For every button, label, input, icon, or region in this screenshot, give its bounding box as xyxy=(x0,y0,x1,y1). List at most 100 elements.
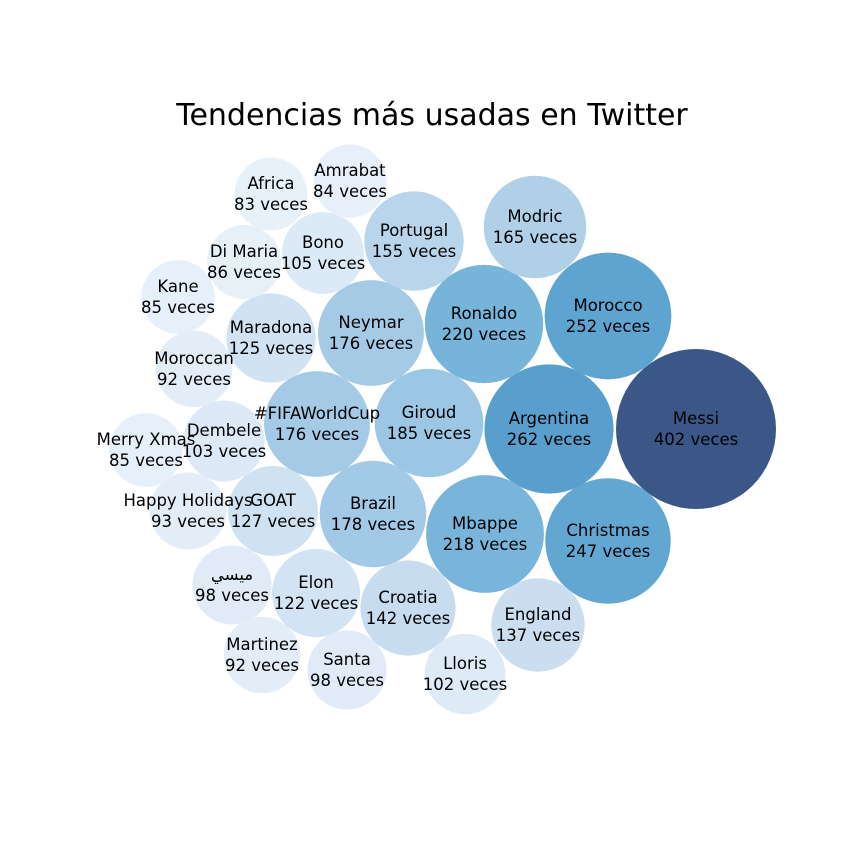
bubble-label: Brazil xyxy=(350,494,396,513)
bubble-label-group: GOAT 127 veces xyxy=(231,491,315,531)
bubble-count: 220 veces xyxy=(442,325,526,344)
bubble-label-group: Di Maria 86 veces xyxy=(207,242,281,282)
bubble-count: 125 veces xyxy=(229,339,313,358)
bubble-label: Mbappe xyxy=(452,514,518,533)
bubble-label-group: Amrabat 84 veces xyxy=(313,161,387,201)
bubble-label: Amrabat xyxy=(314,161,386,180)
bubble-label: Maradona xyxy=(230,318,312,337)
bubble-morocco xyxy=(544,252,672,380)
bubble-label-group: Santa 98 veces xyxy=(310,650,384,690)
bubble-count: 86 veces xyxy=(207,263,281,282)
bubble-label: Morocco xyxy=(573,296,642,315)
bubble-di-maria xyxy=(206,224,282,300)
bubble-label-group: #FIFAWorldCup 176 veces xyxy=(254,404,380,444)
bubble-count: 176 veces xyxy=(329,334,413,353)
bubble-label: Christmas xyxy=(566,521,649,540)
bubble-count: 176 veces xyxy=(275,425,359,444)
bubble-label-group: Morocco 252 veces xyxy=(566,296,650,336)
bubble-argentina xyxy=(484,364,614,494)
bubble-count: 85 veces xyxy=(109,451,183,470)
bubble-label-group: England 137 veces xyxy=(496,605,580,645)
bubble-label-group: Moroccan 92 veces xyxy=(154,349,234,389)
bubble-brazil xyxy=(319,460,427,568)
bubble-modric xyxy=(483,175,587,279)
bubble-count: 127 veces xyxy=(231,512,315,531)
bubble-mbappe xyxy=(426,475,544,593)
bubble-happy-holidays xyxy=(149,472,227,550)
bubble-santa xyxy=(307,630,387,710)
bubble-label-group: Ronaldo 220 veces xyxy=(442,304,526,344)
bubble-label: Moroccan xyxy=(154,349,234,368)
bubble-lloris xyxy=(424,633,506,715)
bubble-count: 178 veces xyxy=(331,515,415,534)
bubble-goat xyxy=(228,466,318,556)
bubble-martinez xyxy=(223,616,301,694)
bubble-count: 92 veces xyxy=(225,656,299,675)
bubble-label-group: Giroud 185 veces xyxy=(387,403,471,443)
bubble-count: 102 veces xyxy=(423,675,507,694)
bubble-count: 105 veces xyxy=(281,254,365,273)
bubble-label-group: Portugal 155 veces xyxy=(372,221,456,261)
bubble-label-group: Lloris 102 veces xyxy=(423,654,507,694)
bubble-count: 142 veces xyxy=(366,609,450,628)
bubble-count: 155 veces xyxy=(372,242,456,261)
bubble-label: Kane xyxy=(157,277,198,296)
bubble-africa xyxy=(234,157,308,231)
bubble-messi xyxy=(616,349,776,509)
bubble-label: Portugal xyxy=(380,221,448,240)
bubble-kane xyxy=(141,260,215,334)
bubble-merry-xmas xyxy=(109,413,183,487)
bubble-label: Bono xyxy=(302,233,344,252)
bubble-giroud xyxy=(374,368,484,478)
bubble-label: Modric xyxy=(507,207,562,226)
bubble-label-group: Brazil 178 veces xyxy=(331,494,415,534)
bubble-count: 218 veces xyxy=(443,535,527,554)
bubble-maradona xyxy=(226,293,316,383)
bubble-count: 98 veces xyxy=(310,671,384,690)
bubble-label-group: Africa 83 veces xyxy=(234,174,308,214)
bubble-label: Dembele xyxy=(187,421,261,440)
bubble-count: 165 veces xyxy=(493,228,577,247)
bubble-label-group: Argentina 262 veces xyxy=(507,409,591,449)
bubble-label-group: Elon 122 veces xyxy=(274,573,358,613)
bubble-fifaworldcup xyxy=(264,371,370,477)
bubble-label: Lloris xyxy=(443,654,487,673)
bubble-count: 185 veces xyxy=(387,424,471,443)
bubble-label: Croatia xyxy=(378,588,437,607)
bubble-label: Martinez xyxy=(226,635,297,654)
bubble-count: 262 veces xyxy=(507,430,591,449)
bubble-moroccan xyxy=(155,330,233,408)
bubble-count: 402 veces xyxy=(654,430,738,449)
bubble-label-group: Christmas 247 veces xyxy=(566,521,650,561)
bubble-neymar xyxy=(318,280,424,386)
bubble-label-group: Dembele 103 veces xyxy=(182,421,266,461)
bubble-label: Di Maria xyxy=(210,242,278,261)
bubble-label: England xyxy=(505,605,572,624)
bubble-label-group: Croatia 142 veces xyxy=(366,588,450,628)
bubble-label: Elon xyxy=(298,573,334,592)
bubble-label-group: Mbappe 218 veces xyxy=(443,514,527,554)
bubble-england xyxy=(491,578,585,672)
bubble-label: Messi xyxy=(673,409,719,428)
bubble-label: Happy Holidays xyxy=(123,491,252,510)
bubble-count: 252 veces xyxy=(566,317,650,336)
bubble-croatia xyxy=(360,560,456,656)
bubble-label: Santa xyxy=(323,650,371,669)
bubble-count: 247 veces xyxy=(566,542,650,561)
bubble-ronaldo xyxy=(424,264,544,384)
bubble-label: Ronaldo xyxy=(451,304,518,323)
bubble-label: GOAT xyxy=(250,491,296,510)
bubble-count: 98 veces xyxy=(195,586,269,605)
bubble-label-group: Neymar 176 veces xyxy=(329,313,413,353)
bubble-count: 93 veces xyxy=(151,512,225,531)
bubble-label: ميسي xyxy=(211,565,253,585)
bubble-label: Neymar xyxy=(338,313,403,332)
chart-title: Tendencias más usadas en Twitter xyxy=(176,98,688,133)
bubble-count: 83 veces xyxy=(234,195,308,214)
bubble-count: 85 veces xyxy=(141,298,215,317)
bubble-label-group: Merry Xmas 85 veces xyxy=(97,430,196,470)
bubble-dembele xyxy=(183,400,265,482)
bubble-label-group: Messi 402 veces xyxy=(654,409,738,449)
bubble-count: 84 veces xyxy=(313,182,387,201)
bubble-label-group: Bono 105 veces xyxy=(281,233,365,273)
